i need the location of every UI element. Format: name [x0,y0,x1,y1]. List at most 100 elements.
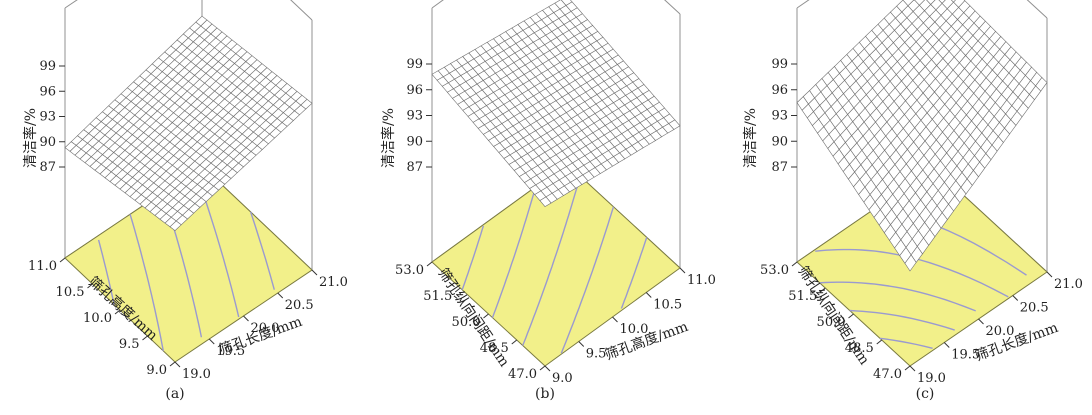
x-tick-label: 19.5 [951,348,980,363]
x-tick-label: 19.0 [182,367,211,382]
contour-line [819,281,976,312]
x-tick [679,267,686,274]
z-tick-label: 90 [39,135,56,150]
box-top-right-edge [664,0,681,15]
y-tick [483,313,489,319]
y-tick [114,309,121,315]
surface-panel-a [59,0,318,368]
y-tick [791,261,798,267]
contour-line [815,248,1009,298]
x-tick [277,292,284,299]
y-tick [848,313,854,319]
z-tick-label: 90 [771,134,788,149]
x-tick [645,292,652,298]
y-tick-label: 51.5 [788,289,817,304]
y-tick-label: 51.5 [423,289,452,304]
y-tick [59,257,66,263]
y-tick-label: 10.5 [56,285,85,300]
z-tick-label: 96 [406,83,423,98]
y-tick [426,261,433,267]
z-tick-label: 87 [39,160,56,175]
z-tick-label: 96 [39,84,56,99]
contour-line [97,239,115,305]
y-tick [142,335,148,341]
contour-line [879,337,933,349]
x-tick-label: 20.5 [1020,301,1049,316]
contour-line [522,175,581,346]
panel-caption: (c) [916,386,935,402]
x-tick [1012,295,1019,301]
response-surface-mesh [431,0,681,207]
y-tick [87,283,93,289]
x-tick [612,316,618,323]
y-tick-label: 50.0 [817,315,846,330]
x-tick-label: 21.0 [1054,277,1083,292]
panel-caption: (b) [535,386,555,402]
x-tick-label: 20.5 [285,298,314,313]
mesh-cell [169,220,182,231]
x-tick-label: 10.5 [653,298,682,313]
x-tick [943,342,950,348]
contour-line [491,189,536,318]
y-tick-label: 48.5 [480,341,509,356]
x-tick [578,341,585,347]
x-tick [243,315,249,322]
box-top-left-edge [431,0,444,9]
z-tick-label: 87 [406,160,423,175]
x-tick-label: 19.5 [216,344,245,359]
y-tick [169,361,176,367]
contour-line [129,214,164,352]
x-tick [208,338,215,345]
x-tick [1046,271,1053,278]
mesh-cell [950,0,956,3]
y-tick-label: 48.5 [845,341,874,356]
z-tick-label: 93 [406,109,423,124]
panel-caption: (a) [165,386,184,402]
x-tick [544,365,551,372]
x-tick [909,365,916,372]
z-tick-label: 93 [39,110,56,125]
y-tick [904,365,911,371]
response-surface-mesh [64,15,313,231]
y-tick-label: 50.0 [452,315,481,330]
contour-line [461,225,485,291]
x-tick-label: 9.5 [586,347,607,362]
y-tick [511,339,518,345]
y-tick-label: 47.0 [873,367,902,382]
mesh-cell [904,254,917,272]
mesh-cell [539,196,552,207]
y-tick-label: 9.0 [146,363,167,378]
z-tick-label: 99 [39,59,56,74]
box-top-right-edge [1026,0,1048,19]
x-tick [174,361,181,368]
contour-line [849,309,955,331]
mesh-cell [938,0,946,4]
x-tick-label: 19.0 [917,371,946,386]
z-axis-label: 清洁率/% [742,108,759,168]
z-tick-label: 96 [771,83,788,98]
contour-line [249,211,275,290]
x-tick-label: 10.0 [620,322,649,337]
z-axis-label: 清洁率/% [380,108,397,168]
x-tick-label: 21.0 [319,275,348,290]
surface-panel-c [791,0,1053,372]
x-tick-label: 9.0 [552,371,573,386]
x-tick-label: 20.0 [986,324,1015,339]
x-tick-label: 20.0 [251,321,280,336]
y-tick [539,365,546,371]
y-tick-label: 11.0 [28,259,57,274]
x-tick-label: 11.0 [687,273,716,288]
x-tick [311,269,318,276]
z-axis-label: 清洁率/% [22,108,39,168]
box-top-left-edge [64,0,78,9]
z-tick-label: 99 [406,57,423,72]
y-tick-label: 9.5 [119,337,140,352]
contour-line [560,206,615,354]
z-tick-label: 99 [771,57,788,72]
x-tick [978,318,984,325]
response-surface-mesh [796,0,1048,272]
z-tick-label: 90 [406,134,423,149]
y-tick-label: 53.0 [395,263,424,278]
y-tick [876,339,883,345]
y-tick [454,287,461,293]
